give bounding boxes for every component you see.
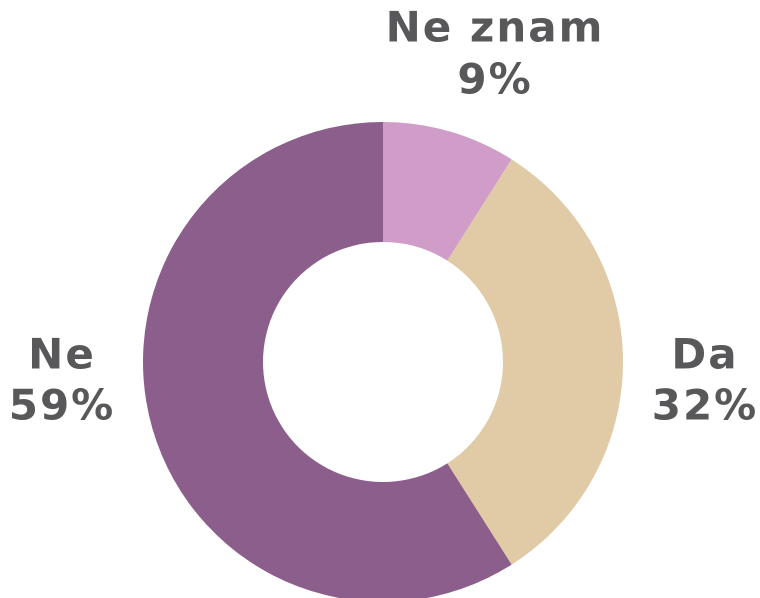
- slice-value-label: 59%: [9, 381, 116, 430]
- slice-category-label: Da: [671, 330, 738, 379]
- slice-category-label: Ne: [28, 330, 96, 379]
- slice-value-label: 9%: [457, 55, 532, 104]
- slice-category-label: Ne znam: [386, 3, 605, 52]
- slice-value-label: 32%: [652, 381, 759, 430]
- donut-slice: [143, 122, 512, 598]
- donut-slice: [447, 159, 623, 565]
- donut-slice: [383, 122, 512, 261]
